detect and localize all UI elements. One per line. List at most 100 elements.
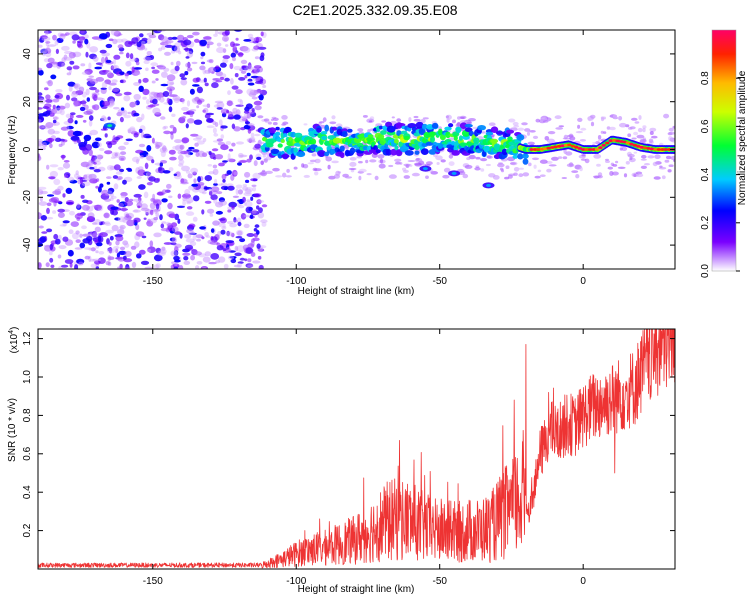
noise-dot [102, 69, 110, 73]
track-core [587, 148, 593, 151]
noise-dot [38, 143, 42, 146]
signal-blob [324, 151, 330, 157]
noise-dot [104, 221, 111, 225]
noise-dot [244, 75, 248, 79]
noise-dot [105, 260, 111, 266]
halo-dot [272, 167, 280, 172]
noise-dot [181, 98, 185, 104]
noise-dot [253, 100, 263, 106]
noise-dot [231, 142, 236, 147]
noise-dot [169, 124, 175, 129]
noise-dot [38, 113, 47, 117]
noise-dot [69, 179, 78, 184]
halo-dot [331, 115, 336, 120]
halo-dot [577, 117, 583, 122]
halo-dot [649, 127, 657, 132]
signal-blob [483, 145, 491, 153]
halo-dot [522, 172, 530, 177]
noise-dot [216, 138, 224, 142]
noise-dot [140, 131, 145, 139]
halo-dot [403, 163, 411, 167]
noise-dot [214, 100, 224, 104]
noise-dot [61, 264, 69, 268]
halo-dot [348, 167, 357, 171]
noise-dot [138, 184, 146, 190]
noise-dot [171, 261, 177, 265]
halo-dot [472, 126, 478, 130]
noise-dot [260, 31, 264, 37]
halo-dot [581, 154, 586, 157]
noise-dot [243, 214, 251, 218]
noise-dot [142, 96, 147, 100]
noise-dot [246, 72, 251, 77]
halo-dot [631, 117, 638, 121]
noise-dot [53, 130, 60, 135]
noise-dot [190, 167, 199, 174]
halo-dot [345, 145, 349, 150]
signal-blob [394, 145, 399, 151]
noise-dot [39, 236, 47, 243]
noise-dot [152, 193, 156, 201]
signal-blob [431, 122, 439, 129]
signal-blob [413, 132, 421, 137]
noise-dot [204, 175, 212, 182]
noise-dot [125, 60, 132, 67]
noise-dot [168, 167, 174, 172]
noise-dot [172, 126, 177, 134]
noise-dot [248, 206, 253, 212]
noise-dot [135, 231, 145, 237]
halo-dot [518, 173, 524, 178]
halo-dot [358, 168, 367, 173]
signal-blob [517, 153, 524, 160]
noise-dot [92, 232, 98, 239]
signal-blob [473, 137, 480, 145]
noise-dot [198, 187, 206, 194]
noise-dot [250, 132, 255, 138]
noise-dot [141, 235, 147, 239]
noise-dot [254, 56, 260, 60]
noise-dot [214, 30, 219, 35]
noise-dot [189, 88, 195, 95]
noise-dot [145, 67, 149, 72]
noise-dot [149, 202, 156, 210]
snr-marks [38, 329, 675, 569]
noise-dot [114, 152, 118, 157]
noise-dot [72, 130, 82, 137]
noise-dot [182, 197, 187, 202]
signal-blob [283, 133, 288, 138]
halo-dot [459, 120, 468, 124]
spectrogram-y-label: Frequency (Hz) [7, 116, 18, 185]
noise-dot [125, 138, 133, 142]
halo-dot [285, 175, 292, 178]
noise-dot [162, 145, 167, 152]
halo-dot [579, 139, 587, 142]
halo-dot [534, 175, 541, 179]
halo-dot [551, 156, 559, 161]
noise-dot [147, 246, 156, 253]
halo-dot [313, 168, 322, 172]
signal-blob [430, 135, 435, 143]
noise-dot [124, 40, 133, 47]
halo-dot [466, 157, 471, 161]
noise-dot [245, 179, 250, 183]
noise-dot [237, 162, 242, 166]
noise-dot [75, 239, 81, 244]
track-core [556, 144, 562, 148]
noise-dot [95, 250, 99, 254]
noise-dot [255, 230, 260, 235]
noise-dot [46, 63, 53, 69]
noise-dot [149, 209, 154, 216]
halo-dot [659, 165, 663, 168]
noise-dot [196, 140, 205, 145]
track-core [529, 148, 534, 151]
noise-dot [215, 201, 224, 208]
noise-dot [247, 78, 253, 82]
noise-dot [133, 112, 140, 117]
halo-dot [625, 161, 630, 165]
noise-dot [192, 31, 200, 36]
halo-dot [512, 121, 519, 126]
noise-dot [154, 112, 162, 117]
noise-dot [110, 100, 114, 105]
track-core [584, 148, 589, 151]
noise-dot [257, 255, 262, 260]
